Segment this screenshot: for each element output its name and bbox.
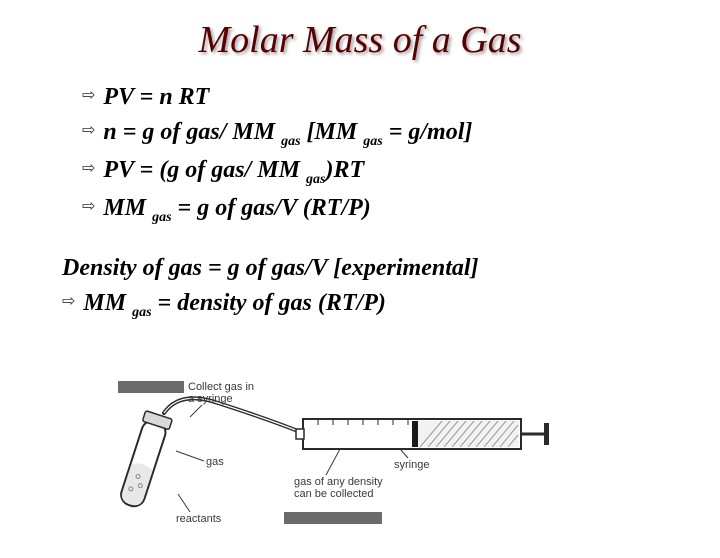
label-collected: can be collected [294,488,374,500]
overlay-bar [118,381,184,393]
arrow-icon: ⇨ [82,197,95,218]
equation-2: ⇨ n = g of gas/ MM gas [MM gas = g/mol] [82,117,720,151]
overlay-bar-lower [284,512,382,524]
eq2-sub1: gas [281,134,300,149]
test-tube [118,411,172,510]
d2-sub: gas [132,305,151,320]
eq3-b: )RT [325,157,364,183]
arrow-icon: ⇨ [82,86,95,107]
density-line-2: ⇨ MM gas = density of gas (RT/P) [62,288,720,322]
eq2-c: = g/mol] [383,119,473,145]
label-gas: gas [206,456,224,468]
eq4-b: = g of gas/V (RT/P) [172,195,371,221]
equation-3: ⇨ PV = (g of gas/ MM gas)RT [82,155,720,189]
label-density: gas of any density [294,476,383,488]
arrow-icon: ⇨ [82,121,95,142]
gas-collection-diagram: Collect gas in a syringe syringe gas gas… [118,381,558,533]
label-collect: Collect gas in [188,381,254,393]
eq3-a: PV = (g of gas/ MM [103,157,306,183]
equation-4: ⇨ MM gas = g of gas/V (RT/P) [82,193,720,227]
arrow-icon: ⇨ [62,292,75,313]
density-block: Density of gas = g of gas/V [experimenta… [62,253,720,322]
label-a-syringe: a syringe [188,393,233,405]
delivery-tube [164,398,303,433]
eq2-sub2: gas [363,134,382,149]
d2-a: MM [83,290,132,316]
label-reactants: reactants [176,513,222,525]
syringe [296,419,549,449]
eq3-sub: gas [306,172,325,187]
eq2-a: n = g of gas/ MM [103,119,281,145]
d2-b: = density of gas (RT/P) [152,290,386,316]
eq2-b: [MM [301,119,364,145]
eq4-a: MM [103,195,152,221]
density-line-1: Density of gas = g of gas/V [experimenta… [62,253,720,284]
eq1-text: PV = n RT [103,84,209,110]
diagram-labels: Collect gas in a syringe syringe gas gas… [176,381,429,525]
label-syringe: syringe [394,459,429,471]
page-title: Molar Mass of a Gas [0,18,720,62]
arrow-icon: ⇨ [82,159,95,180]
delivery-tube-highlight [164,398,303,433]
equation-1: ⇨ PV = n RT [82,82,720,113]
eq4-sub: gas [152,210,171,225]
equations-block: ⇨ PV = n RT ⇨ n = g of gas/ MM gas [MM gas… [82,82,720,227]
